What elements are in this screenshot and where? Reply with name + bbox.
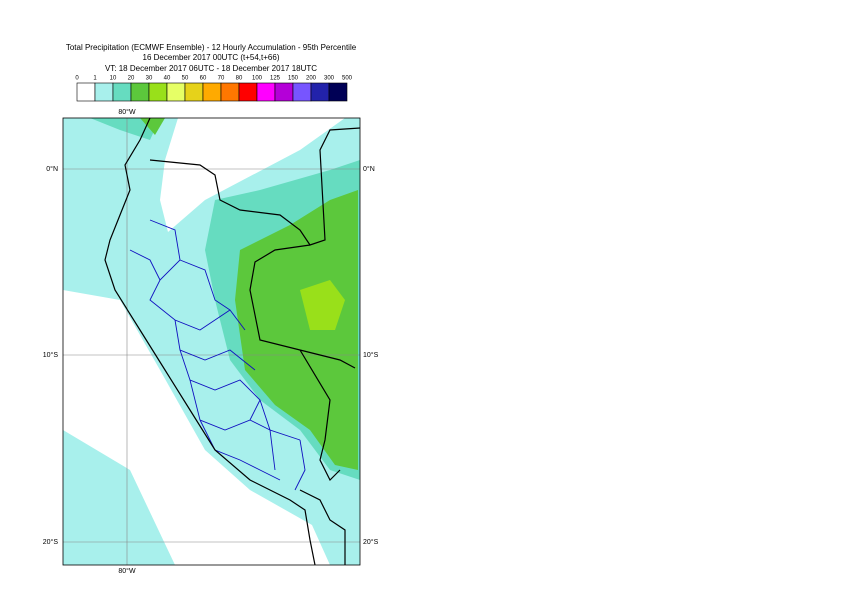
legend-label: 10 (110, 76, 117, 82)
legend-swatch (310, 82, 330, 102)
legend-swatch (256, 82, 276, 102)
map (63, 118, 360, 565)
lat-label: 10°S (43, 351, 59, 359)
legend-swatch (238, 82, 258, 102)
title-line: VT: 18 December 2017 06UTC - 18 December… (105, 64, 317, 73)
legend-swatch (184, 82, 204, 102)
legend: 0 1 10 20 30 40 50 60 70 80 100 125 150 200 300 500 (75, 76, 353, 102)
legend-label: 20 (128, 76, 135, 82)
lat-label: 20°S (363, 538, 379, 546)
border (149, 127, 360, 565)
legend-label: 125 (270, 76, 281, 82)
lon-label: 80°W (118, 567, 136, 575)
coastline (104, 118, 316, 565)
precip-area (235, 190, 358, 470)
legend-swatch (148, 82, 168, 102)
legend-swatch (112, 82, 132, 102)
lon-label: 80°W (118, 108, 136, 116)
legend-swatch (292, 82, 312, 102)
legend-label: 200 (306, 76, 317, 82)
legend-label: 60 (200, 76, 207, 82)
legend-swatch (328, 82, 348, 102)
legend-label: 0 (75, 76, 79, 82)
precip-area (140, 118, 165, 135)
dry-area (160, 118, 345, 232)
legend-swatch (94, 82, 114, 102)
title-line: 16 December 2017 00UTC (t+54,t+66) (143, 53, 280, 62)
legend-label: 100 (252, 76, 263, 82)
legend-swatch (274, 82, 294, 102)
legend-label: 70 (218, 76, 225, 82)
lat-label: 0°N (46, 165, 58, 173)
dry-area (63, 290, 330, 565)
legend-swatch (220, 82, 240, 102)
legend-label: 30 (146, 76, 153, 82)
title-line: Total Precipitation (ECMWF Ensemble) - 1… (66, 43, 357, 52)
legend-label: 150 (288, 76, 299, 82)
legend-label: 50 (182, 76, 189, 82)
lat-label: 20°S (43, 538, 59, 546)
lat-label: 0°N (363, 165, 375, 173)
legend-swatch (130, 82, 150, 102)
legend-swatch (76, 82, 96, 102)
legend-label: 1 (93, 76, 97, 82)
precip-area (300, 280, 345, 330)
legend-label: 500 (342, 76, 353, 82)
legend-label: 80 (236, 76, 243, 82)
legend-label: 40 (164, 76, 171, 82)
map-frame (62, 117, 361, 566)
legend-swatch (202, 82, 222, 102)
legend-label: 300 (324, 76, 335, 82)
legend-swatch (166, 82, 186, 102)
region-boundary (129, 219, 306, 491)
lat-label: 10°S (363, 351, 379, 359)
